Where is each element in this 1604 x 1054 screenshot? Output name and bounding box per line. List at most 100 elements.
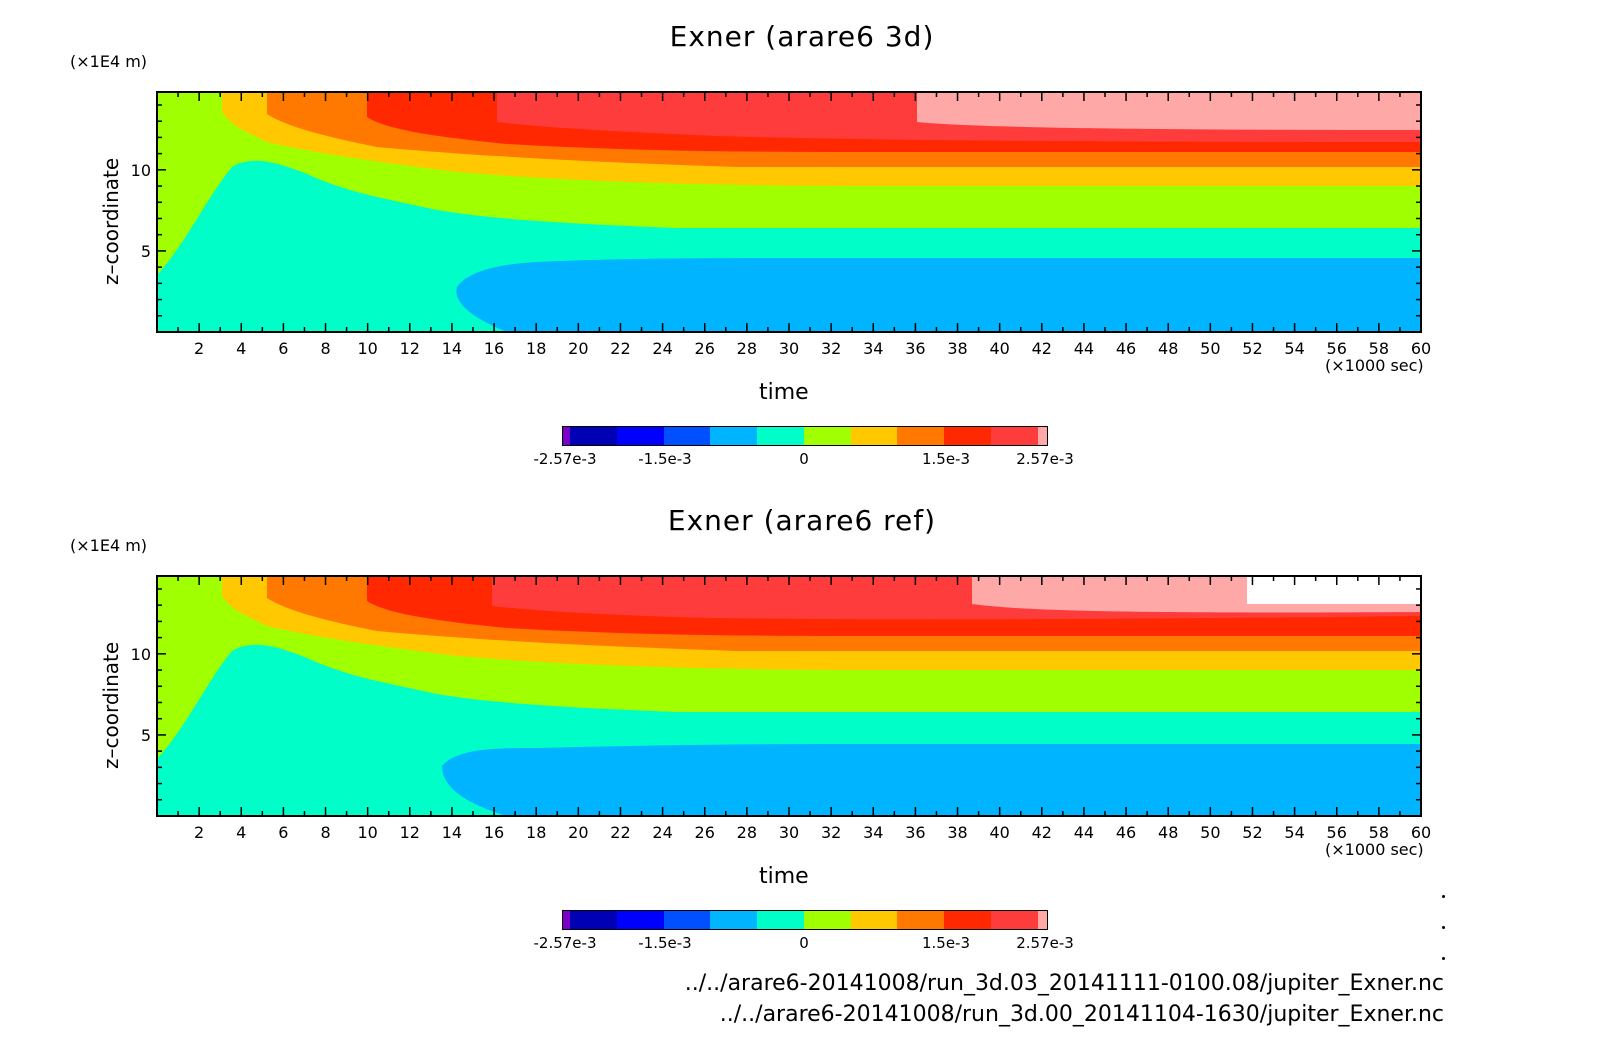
x-tick-label: 52	[1242, 339, 1262, 358]
colorbar	[562, 910, 1048, 930]
x-tick-label: 58	[1369, 823, 1389, 842]
colorbar-swatch	[1037, 911, 1048, 929]
x-tick-label: 40	[989, 339, 1009, 358]
colorbar-swatch	[897, 427, 945, 445]
x-tick-label: 28	[737, 823, 757, 842]
x-tick-label: 34	[863, 823, 883, 842]
colorbar-label-min: -2.57e-3	[533, 450, 597, 468]
x-tick-label: 26	[695, 339, 715, 358]
colorbar-swatch	[1037, 427, 1048, 445]
x-tick-label: 48	[1158, 823, 1178, 842]
colorbar-label-pos: 1.5e-3	[921, 450, 971, 468]
x-tick-label: 14	[442, 823, 462, 842]
x-axis-tick-labels: 2 4 6 8 10 12 14 16 18 20 22 24 26 28 30 32 34 36 38 40 42 44…	[131, 161, 1432, 358]
colorbar-swatch	[710, 427, 758, 445]
panel-bottom: Exner (arare6 ref) (×1E4 m) z–coordinate…	[0, 482, 1604, 962]
colorbar-swatch	[570, 911, 617, 929]
x-unit: (×1000 sec)	[1325, 840, 1424, 859]
contour-band-negative	[442, 744, 1421, 816]
colorbar-label-zero: 0	[799, 934, 809, 952]
x-tick-label: 42	[1032, 823, 1052, 842]
colorbar-swatch	[663, 427, 711, 445]
x-tick-label: 42	[1032, 339, 1052, 358]
contour-band-above-range	[1247, 576, 1421, 604]
colorbar	[562, 426, 1048, 446]
source-path-2: ../../arare6-20141008/run_3d.00_20141104…	[719, 1002, 1444, 1027]
colorbar-swatch	[944, 427, 991, 445]
x-tick-label: 30	[779, 823, 799, 842]
x-tick-label: 38	[947, 823, 967, 842]
x-tick-label: 8	[320, 339, 330, 358]
y-axis-label: z–coordinate	[99, 157, 123, 285]
x-tick-label: 54	[1284, 823, 1304, 842]
x-tick-label: 36	[905, 823, 925, 842]
y-axis-label: z–coordinate	[99, 641, 123, 769]
x-tick-label: 8	[320, 823, 330, 842]
x-tick-label: 24	[652, 823, 672, 842]
x-tick-label: 50	[1200, 339, 1220, 358]
y-tick-label: 10	[131, 161, 151, 180]
x-tick-label: 58	[1369, 339, 1389, 358]
colorbar-swatch	[570, 427, 617, 445]
marker-dot	[1442, 926, 1445, 929]
marker-dot	[1442, 957, 1445, 960]
x-tick-label: 46	[1116, 823, 1136, 842]
x-tick-label: 10	[357, 823, 377, 842]
x-tick-label: 56	[1327, 823, 1347, 842]
contour-band-extreme	[917, 92, 1421, 130]
y-tick-label: 10	[131, 645, 151, 664]
source-path-1: ../../arare6-20141008/run_3d.03_20141111…	[684, 971, 1444, 996]
x-tick-label: 12	[400, 823, 420, 842]
colorbar-swatch	[563, 427, 571, 445]
x-tick-label: 52	[1242, 823, 1262, 842]
x-tick-label: 10	[357, 339, 377, 358]
x-tick-label: 56	[1327, 339, 1347, 358]
x-tick-label: 16	[484, 823, 504, 842]
colorbar-swatch	[616, 911, 664, 929]
colorbar-swatch	[897, 911, 945, 929]
x-tick-label: 48	[1158, 339, 1178, 358]
colorbar-label-max: 2.57e-3	[1016, 934, 1074, 952]
colorbar-label-min: -2.57e-3	[533, 934, 597, 952]
x-tick-label: 18	[526, 823, 546, 842]
x-axis-ticks	[157, 576, 1421, 816]
colorbar-label-neg: -1.5e-3	[638, 934, 692, 952]
x-tick-label: 4	[236, 339, 246, 358]
x-tick-label: 22	[610, 823, 630, 842]
x-tick-label: 6	[278, 823, 288, 842]
x-tick-label: 60	[1411, 339, 1431, 358]
colorbar-swatch	[990, 427, 1038, 445]
x-tick-label: 44	[1074, 823, 1094, 842]
colorbar-swatch	[616, 427, 664, 445]
chart-title: Exner (arare6 ref)	[667, 504, 937, 537]
x-tick-label: 30	[779, 339, 799, 358]
panel-top: Exner (arare6 3d) (×1E4 m) z–coordinate …	[0, 0, 1604, 480]
colorbar-swatch	[850, 911, 898, 929]
x-unit: (×1000 sec)	[1325, 356, 1424, 375]
marker-dot	[1442, 895, 1445, 898]
x-tick-label: 44	[1074, 339, 1094, 358]
x-tick-label: 38	[947, 339, 967, 358]
x-tick-label: 46	[1116, 339, 1136, 358]
x-tick-label: 50	[1200, 823, 1220, 842]
y-tick-label: 5	[141, 726, 151, 745]
x-tick-label: 40	[989, 823, 1009, 842]
x-tick-label: 2	[194, 823, 204, 842]
colorbar-swatch	[803, 427, 851, 445]
x-tick-label: 16	[484, 339, 504, 358]
colorbar-swatch	[850, 427, 898, 445]
x-axis-label: time	[759, 864, 809, 889]
x-tick-label: 32	[821, 823, 841, 842]
x-axis-tick-labels: 2 4 6 8 10 12 14 16 18 20 22 24 26 28 30 32 34 36 38 40 42 44…	[131, 645, 1432, 842]
x-tick-label: 60	[1411, 823, 1431, 842]
x-axis-ticks	[157, 92, 1421, 332]
x-tick-label: 12	[400, 339, 420, 358]
colorbar-swatch	[563, 911, 571, 929]
y-unit: (×1E4 m)	[70, 52, 148, 71]
x-tick-label: 2	[194, 339, 204, 358]
x-tick-label: 28	[737, 339, 757, 358]
colorbar-label-zero: 0	[799, 450, 809, 468]
colorbar-swatch	[710, 911, 758, 929]
colorbar-label-pos: 1.5e-3	[921, 934, 971, 952]
contour-plot: 2 4 6 8 10 12 14 16 18 20 22 24 26 28 30 32 34 36 38 40 42 44…	[131, 575, 1431, 842]
